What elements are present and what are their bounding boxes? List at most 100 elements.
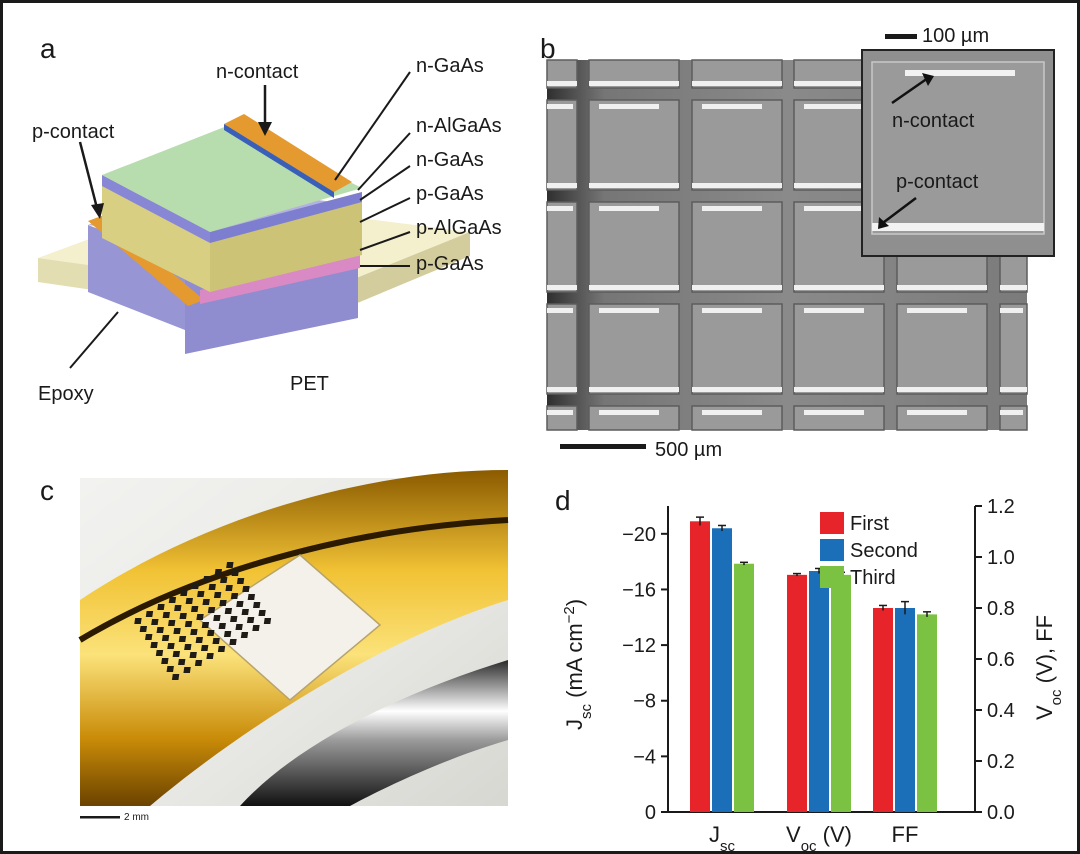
right-tick-label: 1.2	[987, 496, 1015, 518]
category-label: Jsc	[709, 822, 736, 854]
micrograph-n-contact	[702, 410, 762, 415]
array-cell	[194, 660, 203, 666]
array-cell	[219, 600, 227, 606]
inset-n-arrowhead	[922, 73, 934, 86]
right-tick-label: 0.2	[987, 751, 1015, 773]
array-cell	[178, 659, 186, 665]
array-cell	[202, 599, 210, 605]
array-cell	[231, 570, 239, 576]
array-cell	[190, 606, 199, 612]
leader-layer3	[359, 165, 411, 201]
label-layer2: n-AlGaAs	[416, 115, 502, 137]
micrograph-p-contact	[692, 183, 782, 188]
panel-c-photo: c 2 mm	[40, 470, 509, 823]
right-tick-label: 0.4	[987, 700, 1015, 722]
micrograph-cell	[691, 303, 783, 395]
panel-a-letter: a	[40, 33, 56, 64]
category-label: FF	[892, 822, 919, 847]
n-contact-arrowhead	[258, 122, 272, 136]
array-cell	[161, 635, 170, 641]
right-tick-label: 1.0	[987, 547, 1015, 569]
inset-n-contact	[905, 70, 1015, 76]
array-cell	[184, 644, 192, 650]
array-cell	[203, 576, 211, 582]
micrograph-p-contact	[589, 183, 679, 188]
micrograph-cell	[546, 201, 578, 293]
inset-scale-bar	[885, 34, 917, 39]
label-layer4: p-GaAs	[416, 183, 484, 205]
micrograph-p-contact	[547, 81, 577, 86]
array-cell	[172, 651, 181, 657]
panel-d-bar-chart: d −20 −16 −12 −8 −4 0 1.2 1.0 0.8 0.6 0.4 0.2 0.0 Jsc…	[555, 485, 1065, 854]
array-cell	[208, 584, 216, 590]
category-label: Voc (V)	[786, 822, 852, 854]
array-cell	[252, 625, 260, 631]
micrograph-p-contact	[692, 387, 782, 392]
cell-array	[134, 562, 272, 680]
micrograph-cell	[546, 303, 578, 395]
inset-scale-label: 100 µm	[922, 25, 989, 47]
label-n-contact: n-contact	[216, 61, 299, 83]
micrograph-p-contact	[794, 285, 884, 290]
array-cell	[212, 638, 220, 644]
left-tick-label: −12	[622, 635, 656, 657]
micrograph-n-contact	[702, 206, 762, 211]
micrograph-p-contact	[547, 183, 577, 188]
array-cell	[195, 637, 203, 643]
micrograph-p-contact	[897, 387, 987, 392]
micrograph-cell	[588, 99, 680, 191]
panel-c-letter: c	[40, 475, 54, 506]
array-cell	[236, 578, 245, 584]
panel-d-letter: d	[555, 485, 571, 516]
inset-label-p-contact: p-contact	[896, 171, 979, 193]
left-axis-title: Jsc (mA cm−2)	[561, 599, 595, 730]
micrograph-p-contact	[589, 81, 679, 86]
array-cell	[197, 591, 205, 597]
n-contact-edge	[224, 124, 334, 198]
right-tick-label: 0.6	[987, 649, 1015, 671]
bar-second	[712, 528, 732, 812]
inset-p-arrowhead	[878, 217, 889, 229]
array-cell	[241, 609, 249, 615]
array-cell	[226, 562, 234, 568]
array-cell	[213, 592, 222, 598]
micrograph-n-contact	[804, 308, 864, 313]
array-cell	[185, 598, 193, 604]
array-cell	[191, 583, 200, 589]
panel-b-micrograph: b n-contact p-contact 100 µm 500 µm	[540, 25, 1055, 461]
micrograph-p-contact	[897, 285, 987, 290]
micrograph-n-contact	[702, 308, 762, 313]
array-cell	[157, 604, 165, 610]
photo-scale-bar	[80, 816, 120, 819]
legend-swatch-second	[820, 539, 844, 561]
micrograph-n-contact	[804, 410, 864, 415]
array-cell	[230, 593, 239, 599]
p-contact-arrow	[78, 141, 100, 213]
array-cell	[183, 667, 191, 673]
array-cell	[230, 616, 238, 622]
main-scale-label: 500 µm	[655, 439, 722, 461]
micrograph-n-contact	[547, 410, 573, 415]
array-cell	[180, 590, 188, 596]
bar-first	[787, 574, 807, 812]
metal-rod	[240, 660, 508, 806]
array-cell	[178, 636, 187, 642]
array-cell	[171, 674, 180, 680]
right-tick-label: 0.0	[987, 802, 1015, 824]
micrograph-n-contact	[907, 308, 967, 313]
array-cell	[174, 605, 182, 611]
micrograph-n-contact	[804, 206, 864, 211]
legend-swatch-first	[820, 512, 844, 534]
array-cell	[213, 615, 221, 621]
array-cell	[225, 585, 233, 591]
array-cell	[150, 642, 158, 648]
stack-left-face	[102, 175, 210, 292]
micrograph-cell	[588, 405, 680, 431]
micrograph-p-contact	[589, 285, 679, 290]
micrograph-n-contact	[547, 206, 573, 211]
array-cell	[229, 639, 237, 645]
layer-p-algaas	[200, 255, 360, 304]
array-cell	[253, 602, 261, 608]
layer-p-gaas-left	[88, 225, 185, 330]
